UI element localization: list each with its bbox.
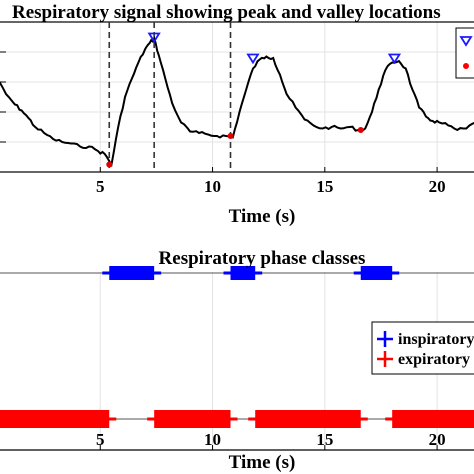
phase-title-bg (0, 246, 474, 268)
phase-legend: inspiratory expiratory (371, 321, 474, 375)
peak-marker (246, 53, 260, 65)
inspiratory-phase-bar (109, 266, 155, 280)
legend-box (455, 27, 474, 79)
peak-marker (147, 32, 161, 44)
inspiratory-phase-bar (360, 266, 393, 280)
expiratory-phase-bar (154, 410, 231, 428)
expiratory-phase-bar (0, 410, 110, 428)
signal-panel: Respiratory signal showing peak and vall… (0, 2, 474, 227)
phase-panel: Respiratory phase classes 5 10 15 20 Time (… (0, 246, 474, 473)
legend-label: inspiratory (398, 331, 474, 348)
signal-axes (0, 21, 474, 173)
peak-valley-markers (106, 32, 402, 168)
valley-marker (106, 161, 113, 168)
x-tick-label: 5 (96, 177, 105, 196)
phase-xlabel: Time (s) (229, 452, 296, 473)
expiratory-phase-bar (255, 410, 361, 428)
expiratory-phase-bar (392, 410, 474, 428)
legend-box (371, 321, 474, 375)
event-vlines (108, 22, 232, 172)
inspiratory-phase-bar (230, 266, 256, 280)
phase-title: Respiratory phase classes (159, 248, 366, 269)
legend-label: expiratory (398, 351, 470, 368)
peak-marker (387, 53, 402, 65)
x-tick-label: 5 (96, 430, 105, 449)
valley-marker (357, 127, 364, 133)
signal-title: Respiratory signal showing peak and vall… (12, 2, 441, 23)
signal-grid (0, 22, 474, 172)
x-tick-label: 20 (429, 177, 446, 196)
phase-bars (0, 266, 474, 428)
legend-peak-icon (459, 36, 473, 47)
phase-x-ticks: 5 10 15 20 (96, 430, 446, 450)
x-tick-label: 10 (204, 177, 221, 196)
x-tick-label: 10 (204, 430, 221, 449)
valley-marker (227, 133, 234, 139)
signal-xlabel: Time (s) (229, 206, 296, 227)
x-tick-label: 15 (316, 430, 333, 449)
signal-legend (455, 27, 474, 79)
x-tick-label: 15 (316, 177, 333, 196)
x-tick-label: 20 (429, 430, 446, 449)
signal-x-ticks: 5 10 15 20 (96, 167, 446, 196)
legend-valley-icon (463, 63, 469, 69)
respiratory-signal-line (0, 35, 474, 168)
